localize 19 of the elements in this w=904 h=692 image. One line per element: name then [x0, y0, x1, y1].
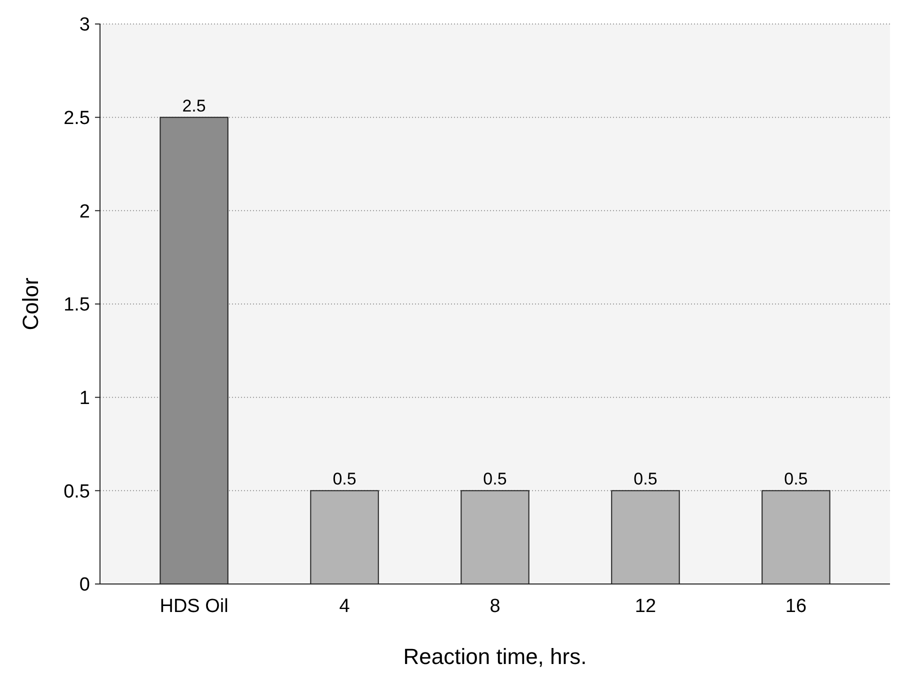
data-label: 0.5: [634, 470, 658, 489]
x-tick-label: 4: [339, 596, 350, 617]
y-tick-label: 2.5: [64, 108, 90, 129]
y-tick-label: 1.5: [64, 294, 90, 316]
x-tick-label: 12: [634, 596, 656, 617]
x-tick-label: 8: [490, 596, 500, 617]
x-axis-title: Reaction time, hrs.: [403, 644, 587, 669]
x-tick-label: HDS Oil: [160, 596, 228, 617]
y-tick-label: 1: [79, 388, 90, 409]
y-axis-title: Color: [18, 278, 43, 330]
y-tick-label: 2: [79, 201, 90, 222]
data-label: 0.5: [784, 470, 808, 489]
y-tick-label: 3: [79, 14, 90, 36]
data-label: 0.5: [332, 470, 356, 489]
data-label: 2.5: [182, 96, 206, 116]
y-tick-label: 0: [79, 574, 90, 596]
data-label: 0.5: [483, 470, 507, 489]
x-tick-label: 16: [785, 596, 807, 617]
y-tick-label: 0.5: [64, 481, 90, 502]
